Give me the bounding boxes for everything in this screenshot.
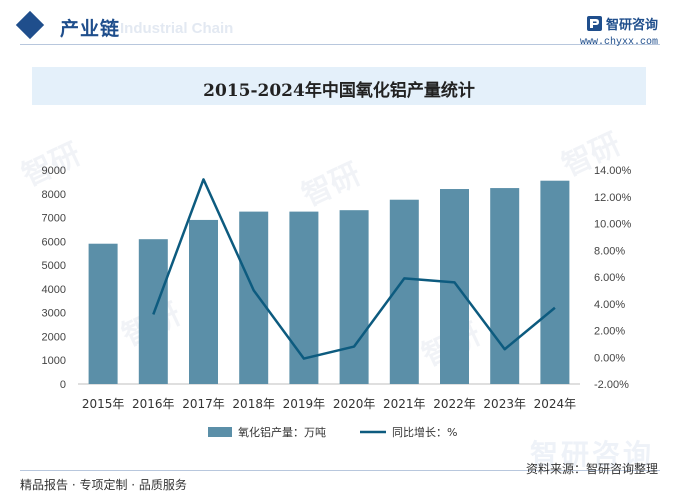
x-axis-tick-label: 2022年 <box>433 397 476 411</box>
left-axis-tick-label: 8000 <box>42 189 66 201</box>
left-axis-tick-label: 7000 <box>42 213 66 225</box>
x-axis-tick-label: 2024年 <box>534 397 577 411</box>
right-axis-tick-label: 4.00% <box>594 299 625 311</box>
bar <box>239 211 269 384</box>
x-axis-tick-label: 2018年 <box>232 397 275 411</box>
bar <box>440 189 469 384</box>
right-axis-tick-label: 10.00% <box>594 219 632 231</box>
left-axis-tick-label: 1000 <box>42 355 66 367</box>
x-axis-tick-label: 2023年 <box>483 397 526 411</box>
legend-bar-swatch <box>208 427 232 437</box>
brand-name: 智研咨询 <box>605 18 658 33</box>
right-axis-tick-label: 14.00% <box>594 165 632 177</box>
left-axis-tick-label: 0 <box>60 379 66 391</box>
brand-logo-icon <box>586 16 602 31</box>
combo-chart: 0 1000 2000 3000 4000 5000 6000 7000 8000 9000 -2.… <box>42 165 632 439</box>
header-divider <box>20 44 660 45</box>
right-axis-tick-label: 12.00% <box>594 192 632 204</box>
chart-title: 2015-2024年中国氧化铝产量统计 <box>203 81 475 101</box>
bar <box>189 219 218 384</box>
chart-title-banner: 2015-2024年中国氧化铝产量统计 <box>32 67 646 105</box>
right-axis-tick-label: 6.00% <box>594 272 625 284</box>
brand-block: 智研咨询 www.chyxx.com <box>580 14 658 48</box>
right-axis-tick-label: 2.00% <box>594 326 625 338</box>
legend-line-label: 同比增长：% <box>392 425 457 439</box>
x-axis-tick-label: 2017年 <box>182 397 225 411</box>
left-axis-tick-label: 9000 <box>42 165 66 177</box>
right-axis-tick-label: -2.00% <box>594 379 629 391</box>
bar <box>540 180 570 384</box>
legend-bar-label: 氧化铝产量：万吨 <box>238 425 326 439</box>
bar <box>88 243 118 384</box>
x-axis-tick-label: 2021年 <box>383 397 426 411</box>
data-source: 资料来源：智研咨询整理 <box>525 462 658 476</box>
left-axis-tick-label: 6000 <box>42 236 66 248</box>
brand-url[interactable]: www.chyxx.com <box>579 37 658 48</box>
left-axis-tick-label: 3000 <box>42 308 66 320</box>
section-title-ghost: Industrial Chain <box>120 20 234 37</box>
left-axis-tick-label: 2000 <box>42 331 66 343</box>
right-axis-tick-label: 8.00% <box>594 245 625 257</box>
footer-divider <box>20 470 660 471</box>
right-axis-tick-label: 0.00% <box>594 352 625 364</box>
growth-series-line <box>152 178 556 360</box>
bar <box>339 210 369 384</box>
x-axis-tick-label: 2020年 <box>333 397 376 411</box>
left-axis-tick-label: 4000 <box>42 284 66 296</box>
footer-logo-ghost: 智研咨询 <box>529 438 654 471</box>
left-axis-tick-label: 5000 <box>42 260 66 272</box>
footer-tagline: 精品报告 · 专项定制 · 品质服务 <box>20 478 187 492</box>
x-axis-tick-label: 2016年 <box>132 397 175 411</box>
x-axis-tick-label: 2019年 <box>283 397 326 411</box>
x-axis-tick-label: 2015年 <box>82 397 125 411</box>
bar <box>490 188 520 384</box>
page-header: Industrial Chain 产业链 智研咨询 www.chyxx.com <box>0 0 678 58</box>
section-title: 产业链 <box>60 18 121 40</box>
